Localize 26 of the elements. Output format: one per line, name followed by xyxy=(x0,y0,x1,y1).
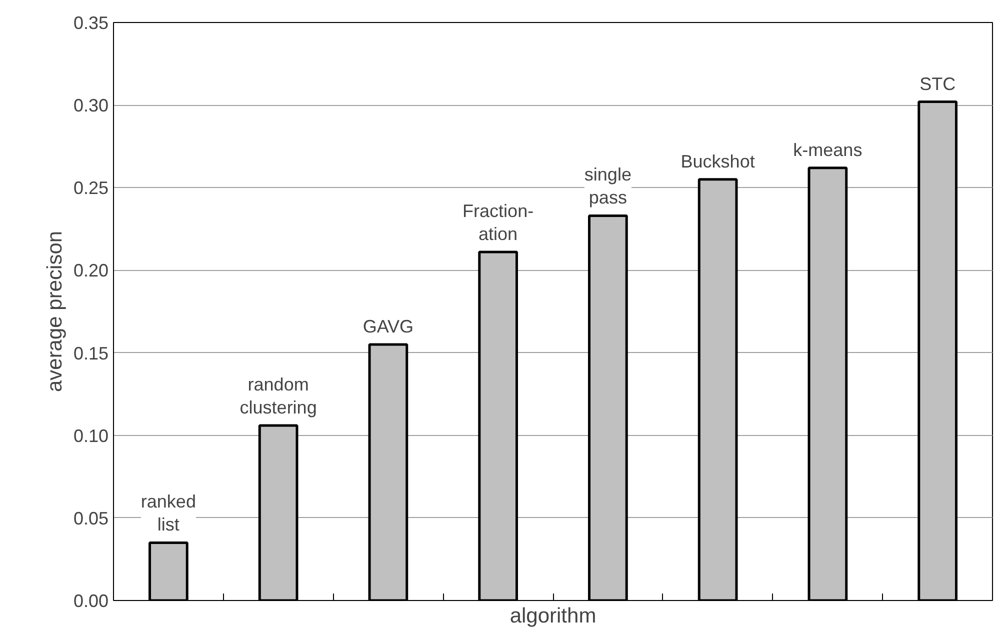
x-tick-label: Buckshot xyxy=(680,151,755,172)
x-tick-label: single pass xyxy=(584,164,632,208)
x-tick-label: ranked list xyxy=(140,492,196,535)
x-tick-label: STC xyxy=(920,74,956,94)
y-tick-label: 0.05 xyxy=(73,508,109,528)
bar xyxy=(698,178,738,600)
bar xyxy=(808,166,848,600)
x-tick-label: k-means xyxy=(793,140,862,160)
x-tick-label: GAVG xyxy=(362,316,414,337)
bar xyxy=(918,100,958,600)
bar xyxy=(368,343,408,600)
y-tick-label: 0.25 xyxy=(73,178,109,198)
bar xyxy=(148,541,188,600)
bar xyxy=(588,214,628,600)
x-tick-label: Fraction- ation xyxy=(462,201,534,244)
y-tick-label: 0.35 xyxy=(73,13,109,33)
y-tick-label: 0.15 xyxy=(73,343,109,364)
x-tick-label: random clustering xyxy=(240,374,317,418)
bar xyxy=(478,250,518,600)
y-tick-label: 0.30 xyxy=(73,96,109,116)
y-axis-title: average precison xyxy=(43,230,66,392)
y-tick-label: 0.10 xyxy=(73,426,109,446)
bar xyxy=(258,424,298,600)
y-tick-label: 0.00 xyxy=(73,591,109,611)
x-axis-title: algorithm xyxy=(510,604,596,628)
y-tick-label: 0.20 xyxy=(73,260,109,281)
